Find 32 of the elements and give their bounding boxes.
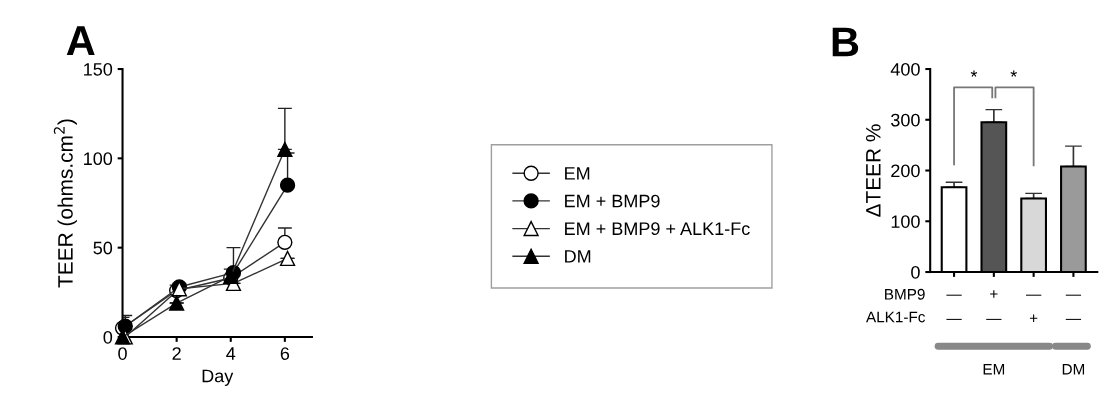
category-label: — — xyxy=(946,294,962,320)
y-axis-title: ΔTEER % xyxy=(866,124,881,217)
x-tick-label: 2 xyxy=(172,347,181,360)
y-tick-label: 100 xyxy=(84,152,113,166)
text: ALK1-Fc xyxy=(866,311,926,323)
y-tick-label: 0 xyxy=(103,330,113,344)
annotation: * xyxy=(970,70,978,77)
category-label: — + xyxy=(1025,294,1042,322)
text: EM xyxy=(983,363,1005,375)
x-tick-label: 4 xyxy=(226,347,236,360)
x-tick-label: 6 xyxy=(280,347,290,360)
y-tick-label: 50 xyxy=(93,241,113,255)
y-tick-label: 150 xyxy=(84,62,113,76)
text: DM xyxy=(1062,363,1085,375)
y-tick-label: 0 xyxy=(911,265,920,279)
y-tick-label: 100 xyxy=(891,215,920,228)
category-label: + — xyxy=(986,290,1002,320)
x-axis-title: Day xyxy=(202,369,234,386)
legend-label: EM xyxy=(565,167,590,180)
legend-label: EM + BMP9 xyxy=(565,194,660,208)
y-tick-label: 300 xyxy=(891,113,920,127)
chart-title: B xyxy=(832,27,859,57)
annotation: * xyxy=(1010,70,1017,77)
y-tick-label: 200 xyxy=(891,164,920,178)
text: BMP9 xyxy=(885,288,925,300)
y-axis-title: TEER (ohms.cm$^{2}$) xyxy=(53,119,77,288)
category-label: — — xyxy=(1065,294,1082,320)
chart-title: A xyxy=(66,26,95,56)
x-tick-label: 0 xyxy=(118,347,127,360)
legend-label: EM + BMP9 + ALK1-Fc xyxy=(565,222,750,236)
legend-label: DM xyxy=(565,250,591,263)
y-tick-label: 400 xyxy=(890,62,920,76)
